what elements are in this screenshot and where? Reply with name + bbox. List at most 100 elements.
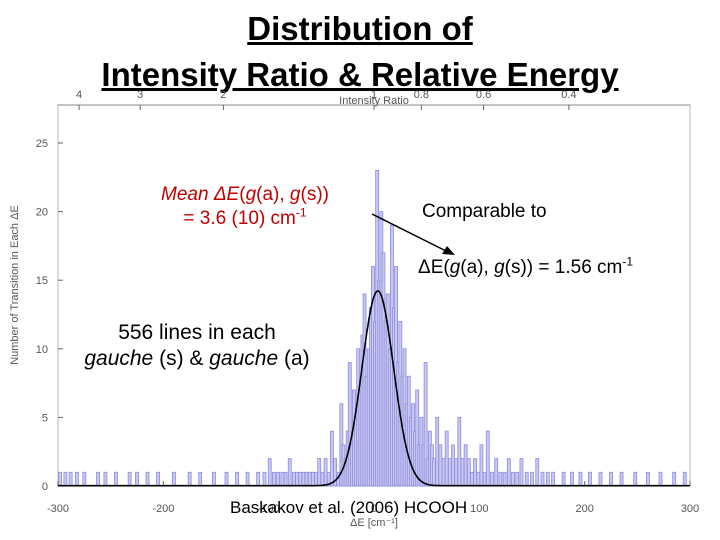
bars-group — [58, 170, 687, 487]
histogram-bar — [535, 458, 540, 487]
histogram-bar — [432, 458, 436, 487]
y-tick-label: 5 — [42, 412, 48, 424]
histogram-bar — [598, 471, 603, 487]
histogram-bar — [435, 416, 440, 487]
histogram-bar — [454, 458, 459, 487]
y-tick-label: 10 — [36, 344, 48, 356]
gaussian-fit-curve — [58, 290, 690, 487]
histogram-bar — [482, 471, 487, 487]
histogram-bar — [457, 416, 462, 487]
lines-count-annotation: 556 lines in each gauche (s) & gauche (a… — [84, 321, 310, 370]
y-tick-label: 25 — [36, 138, 48, 150]
top-tick-label: 3 — [137, 89, 143, 101]
histogram-bar — [127, 471, 132, 487]
histogram-bar — [485, 430, 490, 487]
histogram-bar — [415, 389, 420, 487]
comparable-label: Comparable to — [422, 201, 547, 222]
histogram-bar — [224, 471, 229, 487]
histogram-bar — [633, 471, 638, 487]
histogram-bar — [545, 471, 550, 487]
histogram-bar — [447, 458, 452, 487]
histogram-bar — [672, 471, 677, 487]
histogram-bar — [96, 471, 100, 487]
x-axis-label: ΔE [cm⁻¹] — [350, 517, 398, 529]
histogram-bar — [570, 471, 574, 487]
x-tick-label: 0 — [371, 503, 377, 515]
histogram-bar — [470, 471, 474, 487]
histogram-bar — [292, 471, 296, 487]
histogram-bar — [524, 471, 529, 487]
histogram-bar — [295, 471, 300, 487]
comparable-value: ΔE(g(a), g(s)) = 1.56 cm-1 — [418, 254, 634, 278]
histogram-bar — [75, 471, 79, 487]
histogram-bar — [551, 471, 555, 487]
histogram-bar — [301, 471, 306, 487]
histogram-bar — [645, 471, 650, 487]
histogram-bar — [578, 471, 583, 487]
top-tick-label: 1 — [371, 89, 377, 101]
histogram-bar — [320, 471, 325, 487]
histogram-bar — [135, 471, 139, 487]
top-tick-label: 0.8 — [414, 89, 429, 101]
histogram-bar — [323, 458, 328, 487]
histogram-bar — [314, 471, 318, 487]
histogram-bar — [58, 471, 63, 487]
histogram-bar — [262, 471, 267, 487]
citation-text: Baskakov et al. (2006) HCOOH — [230, 498, 468, 517]
histogram-bar — [307, 471, 312, 487]
histogram-bar — [198, 471, 203, 487]
histogram-bar — [473, 458, 478, 487]
histogram-bar — [272, 471, 276, 487]
histogram-bar — [460, 458, 465, 487]
histogram-bar — [502, 471, 507, 487]
histogram-bar — [476, 471, 481, 487]
histogram-bar — [68, 471, 73, 487]
title-line-1: Distribution of — [247, 10, 473, 47]
histogram-bar — [451, 444, 455, 487]
x-tick-label: -200 — [152, 503, 174, 515]
histogram-bar — [444, 430, 449, 487]
x-tick-label: -100 — [258, 503, 280, 515]
histogram-bar — [530, 471, 534, 487]
histogram-bar — [317, 458, 322, 487]
histogram-bar — [490, 471, 494, 487]
histogram-bar — [463, 444, 468, 487]
histogram-bar — [280, 471, 285, 487]
x-tick-label: 200 — [575, 503, 593, 515]
histogram-bar — [506, 458, 511, 487]
histogram-bar — [276, 471, 281, 487]
title-line-2: Intensity Ratio & Relative Energy — [101, 56, 619, 93]
histogram-bar — [298, 471, 303, 487]
y-tick-label: 0 — [42, 481, 48, 493]
mean-delta-e-annotation: Mean ΔE(g(a), g(s)) = 3.6 (10) cm-1 — [161, 184, 329, 229]
annotation-arrow — [371, 213, 455, 255]
y-axis-label: Number of Transition in Each ΔE — [9, 205, 21, 365]
histogram-bar — [114, 471, 118, 487]
histogram-bar — [171, 471, 176, 487]
y-tick-label: 15 — [36, 275, 48, 287]
histogram-bar — [540, 471, 545, 487]
histogram-bar — [441, 458, 446, 487]
histogram-bar — [466, 458, 471, 487]
histogram-bar — [82, 471, 87, 487]
histogram-bar — [479, 444, 484, 487]
top-tick-label: 0.6 — [476, 89, 491, 101]
histogram-bar — [658, 471, 663, 487]
histogram-bar — [511, 471, 515, 487]
histogram-bar — [494, 458, 499, 487]
histogram-bar — [211, 471, 216, 487]
histogram-bar — [619, 471, 624, 487]
y-tick-label: 20 — [36, 207, 48, 219]
histogram-bar — [311, 471, 315, 487]
top-axis-label: Intensity Ratio — [339, 95, 409, 107]
histogram-bar — [103, 471, 108, 487]
histogram-bar — [256, 471, 261, 487]
histogram-bar — [287, 458, 292, 487]
x-tick-label: 100 — [470, 503, 488, 515]
axes-group: 0 5 10 15 20 25 -300 -200 -100 0 100 200 300 4 3 2 1 0.8 0… — [9, 89, 699, 529]
histogram-bar — [515, 471, 520, 487]
top-tick-label: 4 — [76, 89, 82, 101]
x-tick-label: 300 — [681, 503, 699, 515]
histogram-bar — [63, 471, 68, 487]
